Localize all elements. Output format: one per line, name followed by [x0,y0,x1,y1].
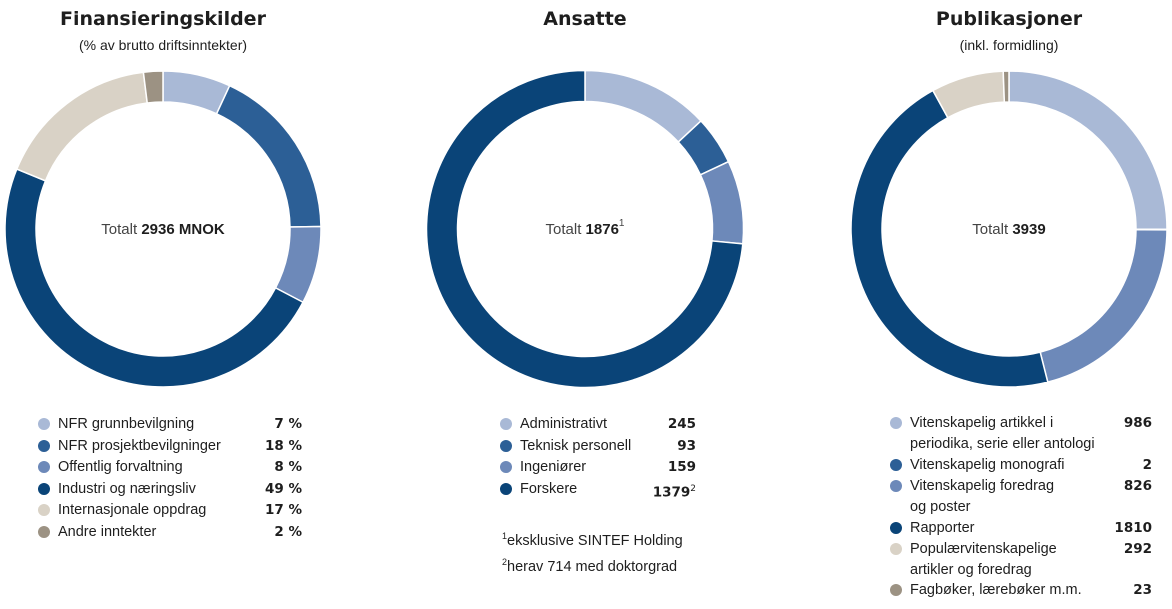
chart-1-center-value: 2936 MNOK [141,221,225,238]
chart-3-center-value: 3939 [1012,221,1045,238]
footnote-1-mark: 1 [502,531,508,541]
legend-value: 7 % [274,416,302,432]
legend-value: 826 [1123,478,1152,494]
chart-3-center-total: Totalt 3939 [972,221,1045,238]
legend-swatch [890,458,902,471]
chart-3-donut [850,70,1168,388]
chart-1-title: Finansieringskilder [60,8,267,30]
legend-swatch [890,480,902,492]
legend-value: 17 % [264,502,302,518]
legend-swatch [38,439,50,452]
legend-label: NFR prosjektbevilgninger [58,437,221,454]
legend-label: periodika, serie eller antologi [910,436,1095,452]
footnote-2-mark: 2 [502,556,508,567]
legend-label: Administrativt [520,416,608,432]
chart-1-legend: NFR grunnbevilgning 7 % NFR prosjektbevilg… [38,414,302,544]
legend-swatch [890,542,902,555]
legend-swatch [890,417,902,429]
legend-value: 8 % [274,459,302,475]
legend-label: Teknisk personell [520,437,632,454]
chart-3-slice-6 [1002,70,1010,103]
chart-2-footnotes: 1eksklusive SINTEF Holding 2herav 714 me… [502,526,683,578]
legend-value: 245 [667,416,696,432]
chart-1-center-total: Totalt 2936 MNOK [101,221,225,238]
legend-value-footnote-mark: 2 [690,483,696,494]
chart-3-center-label: Totalt [972,221,1009,238]
chart-2-title: Ansatte [543,8,626,30]
legend-swatch [500,439,512,452]
chart-1-center-label: Totalt [101,221,138,238]
chart-2-slice-3 [699,160,745,245]
legend-label: Vitenskapelig artikkel i [910,415,1054,431]
legend-label: Fagbøker, lærebøker m.m. [910,582,1082,598]
chart-2-center-label: Totalt [546,221,583,238]
chart-3-slice-5 [931,70,1006,119]
legend-swatch [890,521,902,534]
footnote-2-text: herav 714 med doktorgrad [507,558,678,575]
legend-swatch [38,418,50,430]
chart-1-subtitle: (% av brutto driftsinntekter) [79,37,247,53]
legend-label: Ingeniører [520,459,587,475]
footnote-1-text: eksklusive SINTEF Holding [507,532,683,549]
legend-label: Industri og næringsliv [58,480,196,497]
legend-label: Rapporter [910,519,975,536]
legend-label: Offentlig forvaltning [58,459,183,475]
footnote-2: 2herav 714 med doktorgrad [502,552,683,578]
legend-value: 2 [1142,456,1152,473]
chart-1-slice-6 [142,70,164,104]
chart-2-center-value: 1876 [586,221,619,238]
legend-value: 986 [1123,415,1152,431]
legend-label: Andre inntekter [58,523,157,540]
legend-swatch [38,525,50,538]
legend-value: 1810 [1114,519,1152,536]
chart-2-slice-4 [425,69,744,389]
legend-value: 159 [667,459,696,475]
legend-swatch [38,482,50,495]
legend-value: 18 % [264,437,302,454]
chart-2-slice-1 [584,69,703,144]
legend-value: 93 [677,437,696,454]
chart-3-slice-3 [1039,228,1168,384]
legend-swatch [500,482,512,495]
legend-swatch [890,584,902,596]
legend-label: NFR grunnbevilgning [58,416,195,432]
legend-value: 49 % [264,480,302,497]
legend-value: 2 % [274,523,302,540]
legend-value: 13792 [652,483,696,501]
chart-3-subtitle: (inkl. formidling) [960,37,1059,53]
legend-label: Vitenskapelig foredrag [910,478,1055,494]
legend-value: 23 [1133,582,1152,598]
legend-label: Vitenskapelig monografi [910,456,1065,473]
legend-swatch [38,504,50,516]
footnote-1: 1eksklusive SINTEF Holding [502,526,683,552]
legend-label: artikler og foredrag [910,561,1032,578]
chart-1-donut [4,70,322,388]
legend-swatch [38,461,50,473]
legend-swatch [500,418,512,430]
chart-3-slice-4 [850,89,1049,388]
chart-2-center-footnote-mark: 1 [619,218,625,229]
chart-1-slice-5 [15,71,149,182]
chart-3-title: Publikasjoner [936,8,1083,30]
legend-label: Forskere [520,480,578,497]
legend-label: og poster [910,499,971,515]
chart-3-slice-1 [1008,70,1168,231]
chart-3-legend: Vitenskapelig artikkel i periodika, serie… [890,413,1152,605]
legend-swatch [500,461,512,473]
chart-1-slice-4 [4,168,305,388]
chart-2-center-total: Totalt 18761 [546,218,625,238]
legend-label: Populærvitenskapelige [910,540,1057,557]
chart-2-donut [425,69,745,389]
chart-2-legend: Administrativt 245 Teknisk personell 93 Inge… [500,414,696,504]
chart-1-slice-2 [215,84,322,228]
legend-label: Internasjonale oppdrag [58,502,207,518]
legend-value: 292 [1123,540,1152,557]
